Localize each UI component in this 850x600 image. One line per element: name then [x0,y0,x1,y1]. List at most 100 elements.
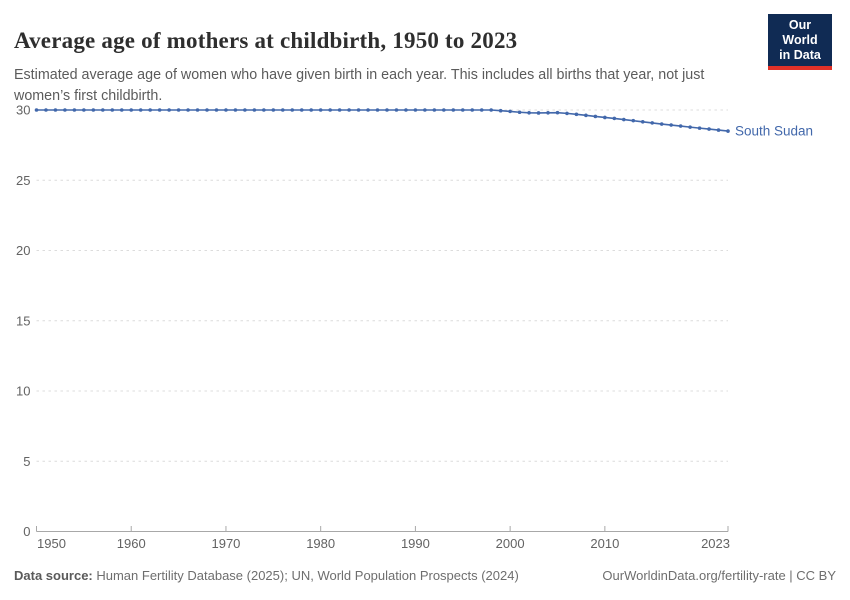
data-point[interactable] [337,108,342,112]
data-point[interactable] [63,108,67,112]
data-point[interactable] [470,108,475,112]
data-point[interactable] [498,108,503,113]
data-point[interactable] [697,126,702,130]
data-point[interactable] [347,108,351,112]
x-tick-label: 1980 [306,536,335,551]
data-point[interactable] [299,108,304,112]
data-point[interactable] [423,108,427,112]
data-point[interactable] [565,111,569,116]
data-point[interactable] [508,109,512,114]
data-point[interactable] [34,108,39,112]
data-point[interactable] [157,108,162,112]
owid-logo-box: Our World in Data [768,14,832,66]
data-point[interactable] [603,115,607,120]
data-point[interactable] [536,111,541,115]
data-point[interactable] [622,117,626,122]
data-point[interactable] [82,108,86,112]
x-tick-label: 2010 [590,536,619,551]
chart-subtitle: Estimated average age of women who have … [14,67,705,104]
data-point[interactable] [612,116,617,121]
data-point[interactable] [328,108,332,112]
chart-footer: Data source: Human Fertility Database (2… [14,568,836,583]
data-point[interactable] [385,108,389,112]
data-point[interactable] [214,108,219,112]
chart-title: Average age of mothers at childbirth, 19… [14,28,518,54]
owid-logo-line2: in Data [779,48,821,62]
y-tick-label: 5 [23,454,30,469]
data-point[interactable] [650,121,655,125]
y-tick-label: 0 [23,524,30,539]
data-point[interactable] [176,108,181,112]
series-label[interactable]: South Sudan [735,124,813,139]
x-tick-label: 1970 [211,536,240,551]
data-point[interactable] [479,108,484,112]
data-point[interactable] [110,108,115,112]
data-point[interactable] [688,125,692,129]
y-tick-label: 20 [16,243,30,258]
data-point[interactable] [669,123,673,127]
data-point[interactable] [640,120,645,124]
data-point[interactable] [233,108,238,112]
data-point[interactable] [546,111,550,115]
data-point[interactable] [53,108,58,112]
y-tick-label: 30 [16,103,30,118]
data-point[interactable] [584,113,588,118]
data-point[interactable] [224,108,228,112]
owid-logo[interactable]: Our World in Data [768,14,832,70]
data-point[interactable] [432,108,437,112]
y-tick-label: 25 [16,173,30,188]
owid-logo-line1: Our World [782,18,818,47]
data-point[interactable] [716,128,721,132]
data-point[interactable] [527,111,531,115]
data-point[interactable] [205,108,209,112]
data-point[interactable] [44,108,48,112]
data-point[interactable] [726,129,730,133]
x-tick-label: 1960 [117,536,146,551]
data-point[interactable] [138,108,143,112]
data-point[interactable] [252,108,257,112]
data-point[interactable] [72,108,77,112]
x-tick-label: 1990 [401,536,430,551]
data-point[interactable] [631,118,636,123]
data-point[interactable] [195,108,200,112]
data-point[interactable] [489,108,493,112]
data-point[interactable] [290,108,295,112]
y-tick-label: 15 [16,313,30,328]
data-point[interactable] [442,108,446,112]
data-point[interactable] [280,108,285,112]
data-point[interactable] [574,112,579,117]
data-point[interactable] [101,108,105,112]
owid-logo-red-bar [768,66,832,70]
data-point[interactable] [394,108,399,112]
data-point[interactable] [451,108,456,112]
data-point[interactable] [356,108,361,112]
data-point[interactable] [148,108,152,112]
data-point[interactable] [659,122,664,126]
y-tick-label: 10 [16,384,30,399]
data-point[interactable] [460,108,465,112]
data-point[interactable] [707,127,711,131]
data-point[interactable] [271,108,276,112]
x-tick-label: 1950 [37,536,66,551]
data-point[interactable] [404,108,408,112]
data-point[interactable] [375,108,380,112]
data-point[interactable] [262,108,266,112]
data-point[interactable] [243,108,247,112]
data-point[interactable] [186,108,190,112]
data-point[interactable] [129,108,134,112]
x-tick-label: 2023 [701,536,730,551]
data-point[interactable] [119,108,124,112]
data-point[interactable] [167,108,171,112]
data-point[interactable] [678,124,683,128]
data-point[interactable] [91,108,96,112]
data-point[interactable] [366,108,370,112]
data-point[interactable] [318,108,323,112]
data-point[interactable] [517,110,522,115]
data-point[interactable] [413,108,418,112]
data-point[interactable] [593,114,598,119]
credit-link[interactable]: OurWorldinData.org/fertility-rate | CC B… [602,568,836,583]
data-point[interactable] [309,108,314,112]
data-point[interactable] [555,110,560,115]
